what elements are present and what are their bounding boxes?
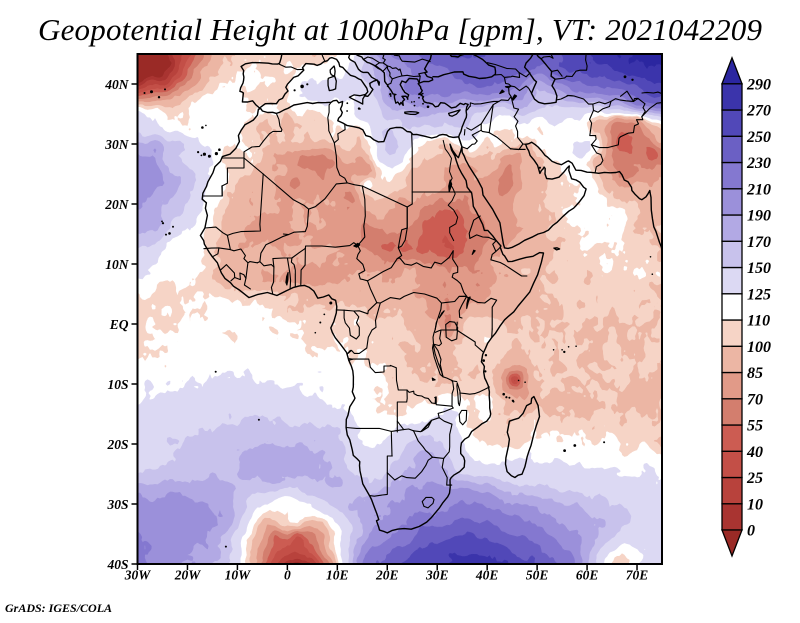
svg-text:40S: 40S — [106, 557, 128, 572]
svg-text:30E: 30E — [425, 568, 449, 583]
svg-text:0: 0 — [284, 568, 291, 583]
svg-text:25: 25 — [746, 470, 763, 487]
svg-text:70: 70 — [747, 391, 763, 408]
svg-text:55: 55 — [747, 418, 763, 435]
svg-text:270: 270 — [746, 103, 771, 120]
svg-text:150: 150 — [747, 260, 771, 277]
svg-text:30N: 30N — [104, 137, 130, 152]
svg-text:0: 0 — [747, 523, 755, 540]
svg-text:EQ: EQ — [109, 317, 129, 332]
svg-text:60E: 60E — [576, 568, 599, 583]
svg-text:30W: 30W — [124, 568, 152, 583]
svg-text:40E: 40E — [475, 568, 499, 583]
svg-text:40N: 40N — [104, 77, 130, 92]
svg-text:85: 85 — [747, 365, 763, 382]
svg-text:290: 290 — [746, 76, 771, 93]
svg-text:20W: 20W — [174, 568, 202, 583]
svg-text:10N: 10N — [105, 257, 130, 272]
svg-text:100: 100 — [747, 339, 771, 356]
svg-text:40: 40 — [746, 444, 763, 461]
svg-text:190: 190 — [747, 208, 771, 225]
svg-text:10E: 10E — [326, 568, 349, 583]
svg-text:210: 210 — [746, 181, 771, 198]
svg-text:230: 230 — [746, 155, 771, 172]
svg-text:10W: 10W — [225, 568, 252, 583]
svg-text:30S: 30S — [106, 497, 128, 512]
svg-text:10S: 10S — [107, 377, 128, 392]
svg-text:20S: 20S — [106, 437, 128, 452]
svg-text:20N: 20N — [104, 197, 130, 212]
svg-text:Geopotential Height at 1000hPa: Geopotential Height at 1000hPa [gpm], VT… — [38, 12, 762, 47]
svg-text:70E: 70E — [626, 568, 649, 583]
svg-text:110: 110 — [747, 313, 770, 330]
svg-text:170: 170 — [747, 234, 771, 251]
svg-text:GrADS: IGES/COLA: GrADS: IGES/COLA — [5, 601, 112, 615]
svg-text:20E: 20E — [375, 568, 399, 583]
svg-text:125: 125 — [747, 286, 771, 303]
svg-text:50E: 50E — [526, 568, 549, 583]
svg-text:250: 250 — [746, 129, 771, 146]
svg-text:10: 10 — [747, 496, 763, 513]
